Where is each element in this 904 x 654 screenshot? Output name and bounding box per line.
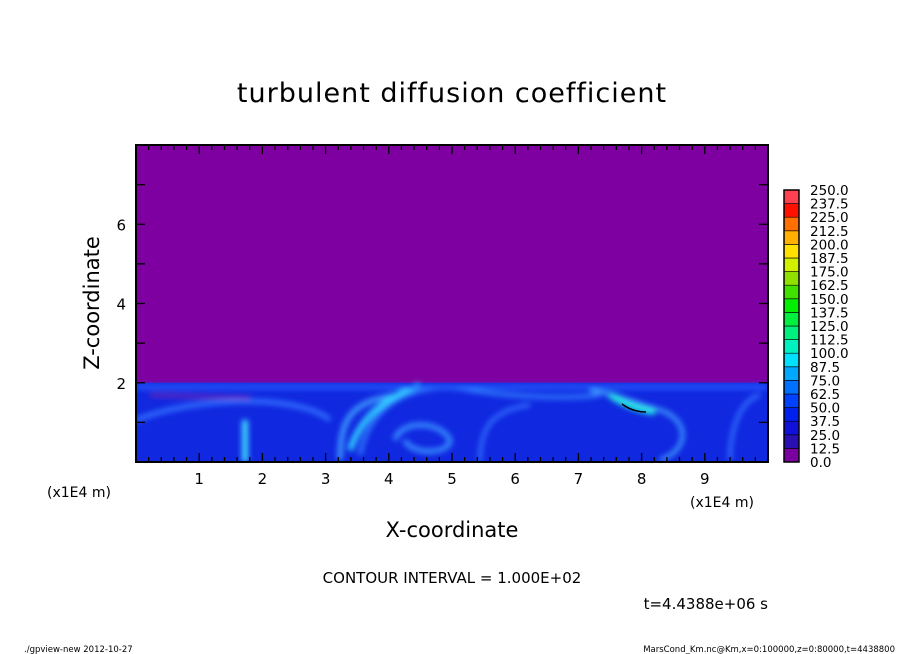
colorbar-swatch [783, 216, 800, 232]
colorbar-swatch [783, 407, 800, 422]
colorbar-label: 0.0 [810, 455, 831, 471]
y-axis-label: Z-coordinate [80, 236, 104, 370]
eddy-streak [608, 392, 656, 415]
x-axis-label: X-coordinate [386, 518, 519, 542]
y-tick-label: 6 [116, 216, 126, 234]
eddy-streak [478, 403, 531, 462]
eddy-structures [136, 382, 768, 462]
colorbar-label: 250.0 [810, 183, 849, 199]
colorbar-label: 62.5 [810, 387, 840, 403]
colorbar-swatch [783, 230, 800, 245]
colorbar: 0.012.525.037.550.062.575.087.5100.0112.… [783, 183, 849, 471]
time-label: t=4.4388e+06 s [644, 595, 769, 613]
x-tick-label: 9 [700, 470, 710, 488]
colorbar-label: 212.5 [810, 224, 849, 240]
x-tick-label: 3 [321, 470, 331, 488]
colorbar-swatch [783, 393, 800, 408]
colorbar-swatch [783, 325, 800, 340]
colorbar-swatch [783, 203, 800, 218]
heatmap-field [136, 145, 768, 462]
chart-title: turbulent diffusion coefficient [237, 78, 667, 109]
active-layer [136, 382, 768, 462]
x-tick-label: 2 [258, 470, 268, 488]
colorbar-label: 50.0 [810, 401, 840, 417]
contour-interval: CONTOUR INTERVAL = 1.000E+02 [323, 569, 582, 587]
eddy-streak [728, 393, 761, 461]
colorbar-label: 162.5 [810, 278, 849, 294]
colorbar-label: 137.5 [810, 305, 849, 321]
eddy-streak [149, 393, 251, 400]
colorbar-label: 150.0 [810, 292, 849, 308]
footer-left: ./gpview-new 2012-10-27 [24, 645, 133, 654]
eddy-streak [358, 385, 601, 456]
colorbar-label: 200.0 [810, 237, 849, 253]
colorbar-label: 112.5 [810, 333, 849, 349]
colorbar-swatch [783, 189, 800, 204]
colorbar-label: 37.5 [810, 414, 840, 430]
x-tick-label: 1 [194, 470, 204, 488]
colorbar-label: 225.0 [810, 210, 849, 226]
colorbar-label: 12.5 [810, 441, 840, 457]
colorbar-swatch [783, 366, 800, 381]
x-tick-label: 8 [637, 470, 647, 488]
x-tick-label: 5 [447, 470, 457, 488]
colorbar-swatch [783, 244, 800, 259]
colorbar-label: 87.5 [810, 360, 840, 376]
y-tick-label: 4 [116, 296, 126, 314]
x-tick-label: 7 [574, 470, 584, 488]
colorbar-label: 100.0 [810, 346, 849, 362]
colorbar-swatch [783, 298, 800, 313]
colorbar-label: 75.0 [810, 373, 840, 389]
eddy-streak [136, 398, 332, 423]
eddy-streak [337, 392, 401, 461]
colorbar-label: 125.0 [810, 319, 849, 335]
colorbar-swatch [783, 352, 800, 368]
colorbar-swatch [783, 284, 800, 300]
colorbar-label: 187.5 [810, 251, 849, 267]
colorbar-swatch [783, 312, 800, 327]
y-tick-label: 2 [116, 375, 126, 393]
x-tick-label: 6 [510, 470, 520, 488]
colorbar-label: 175.0 [810, 265, 849, 281]
colorbar-label: 237.5 [810, 197, 849, 213]
colorbar-swatch [783, 339, 800, 354]
colorbar-swatch [783, 420, 800, 436]
colorbar-label: 25.0 [810, 428, 840, 444]
colorbar-frame [783, 189, 800, 463]
colorbar-swatch [783, 380, 800, 395]
x-tick-label: 4 [384, 470, 394, 488]
colorbar-swatch [783, 257, 800, 272]
x-unit-left: (x1E4 m) [47, 485, 111, 501]
contour-line [621, 403, 647, 413]
colorbar-swatch [783, 448, 800, 463]
eddy-streak [347, 382, 422, 451]
x-unit-right: (x1E4 m) [690, 495, 754, 511]
eddy-streak [392, 422, 453, 454]
footer-right: MarsCond_Km.nc@Km,x=0:100000,z=0:80000,t… [643, 645, 895, 654]
colorbar-swatch [783, 434, 800, 449]
colorbar-swatch [783, 271, 800, 286]
